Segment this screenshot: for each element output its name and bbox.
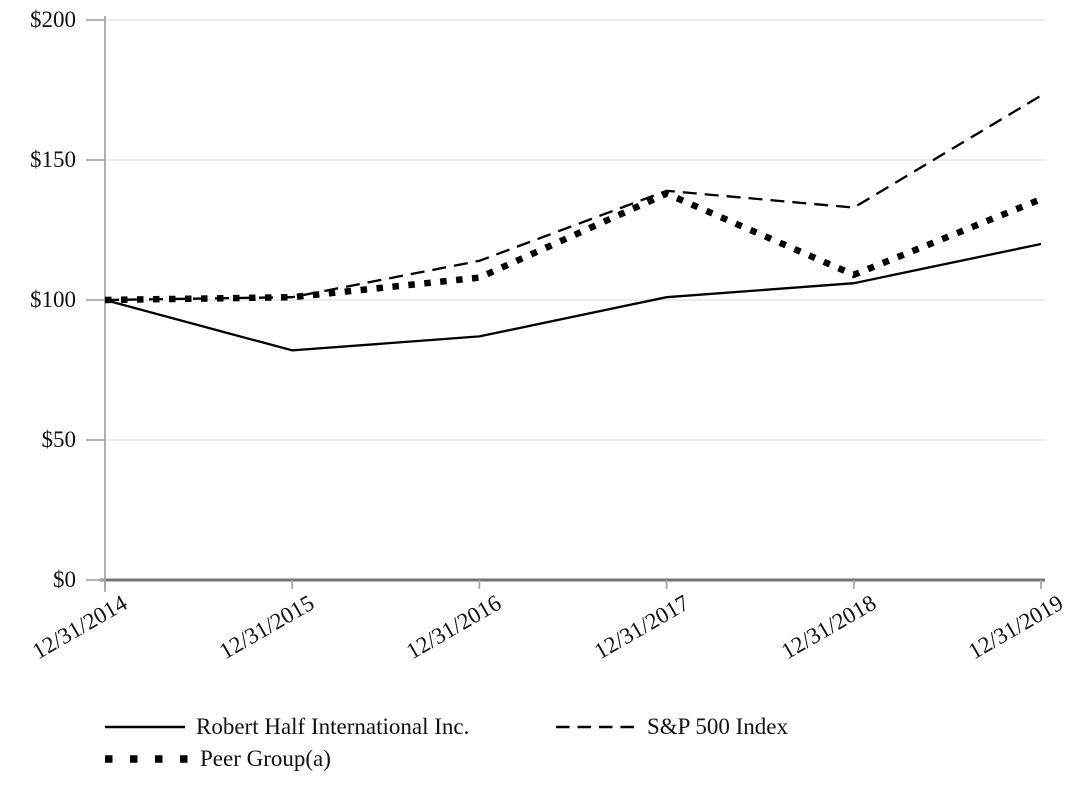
legend-label: Robert Half International Inc. <box>196 714 470 739</box>
legend-dotted-line-icon <box>105 755 189 763</box>
legend-label: S&P 500 Index <box>647 714 788 739</box>
legend-dashed-line-icon <box>556 725 636 729</box>
legend-label: Peer Group(a) <box>200 746 331 771</box>
y-axis-tick-label: $150 <box>30 147 76 172</box>
series-line-solid <box>104 242 1042 352</box>
y-axis-tick-label: $0 <box>53 567 76 592</box>
series-line-dotted <box>104 190 1043 304</box>
legend-item-robert-half: Robert Half International Inc. <box>105 713 469 741</box>
legend-item-sp500: S&P 500 Index <box>556 713 788 741</box>
y-axis-tick-label: $50 <box>41 427 77 452</box>
y-axis-tick-label: $100 <box>30 287 76 312</box>
legend-solid-line-icon <box>105 725 185 729</box>
series-line-dashed <box>104 94 1042 302</box>
legend-item-peer-group: Peer Group(a) <box>105 745 331 773</box>
y-axis-tick-label: $200 <box>30 7 76 32</box>
